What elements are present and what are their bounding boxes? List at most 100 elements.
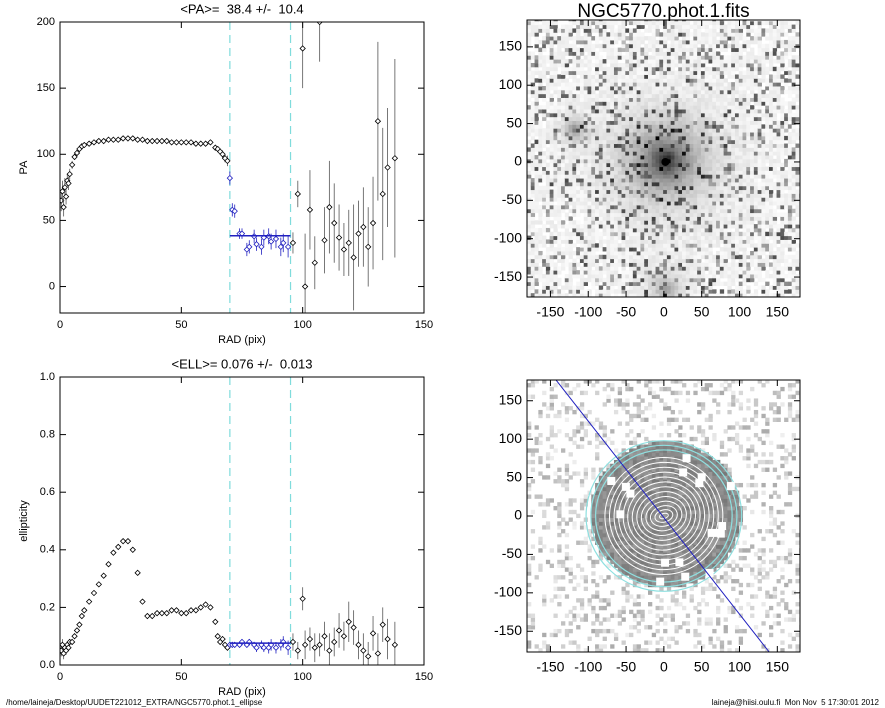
pixel (765, 28, 770, 33)
pixel (765, 158, 770, 164)
data-point (60, 188, 66, 195)
pixel (666, 139, 672, 145)
pixel (693, 193, 698, 198)
pixel (753, 178, 759, 183)
pixel (617, 66, 623, 72)
pixel (655, 62, 660, 68)
pixel (776, 273, 781, 279)
pixel (746, 43, 751, 49)
pixel (727, 85, 732, 91)
pixel (587, 74, 592, 79)
pixel (765, 147, 770, 152)
pixel (564, 285, 570, 290)
pixel (674, 132, 679, 137)
pixel (746, 55, 751, 60)
data-point (158, 137, 166, 145)
pixel (712, 85, 717, 91)
pixel (625, 124, 630, 129)
pixel (746, 254, 751, 260)
pixel (647, 293, 653, 297)
pixel (655, 289, 660, 294)
pixel (693, 85, 698, 91)
pixel (659, 74, 664, 79)
pixel (527, 158, 532, 164)
pixel (734, 62, 740, 68)
pixel (693, 197, 698, 202)
pixel (579, 51, 585, 56)
pixel (549, 285, 554, 290)
pixel (734, 28, 740, 33)
pixel (542, 155, 547, 160)
pixel (587, 28, 592, 33)
pixel (606, 147, 611, 152)
pixel (606, 36, 611, 41)
pixel (530, 262, 536, 267)
pixel (568, 293, 573, 297)
pixel (632, 62, 638, 68)
pixel (738, 170, 744, 175)
pixel (561, 135, 566, 141)
pixel (780, 204, 785, 210)
data-point (284, 243, 292, 251)
pixel (553, 266, 558, 271)
pixel (545, 120, 551, 125)
pixel (617, 128, 623, 133)
pixel (644, 112, 649, 118)
pixel (568, 147, 573, 152)
pixel (576, 93, 581, 98)
pixel (557, 116, 562, 122)
pixel (527, 124, 532, 129)
pixel (708, 36, 713, 41)
pixel (685, 243, 691, 248)
pixel (727, 231, 732, 237)
pixel (576, 158, 581, 164)
data-point (311, 259, 318, 266)
pixel (704, 85, 709, 91)
pixel (587, 85, 592, 91)
pixel (613, 70, 619, 75)
pixel (708, 151, 713, 156)
pixel (750, 124, 755, 129)
pixel (636, 112, 641, 118)
pixel (765, 55, 770, 60)
pixel (583, 270, 588, 275)
pixel (655, 109, 660, 114)
pixel (598, 101, 604, 106)
pixel (670, 162, 675, 168)
pixel (564, 132, 570, 137)
pixel (564, 135, 570, 141)
pixel (621, 78, 626, 83)
pixel (644, 208, 649, 214)
pixel (780, 220, 785, 225)
pixel (542, 132, 547, 137)
pixel (534, 62, 539, 68)
pixel (738, 231, 744, 237)
pixel (595, 227, 600, 233)
pixel (693, 224, 698, 229)
pixel (598, 82, 604, 87)
pixel (693, 78, 698, 83)
pixel (765, 216, 770, 221)
pixel (655, 270, 660, 275)
pixel (557, 201, 562, 206)
pixel (598, 116, 604, 122)
pixel (610, 101, 615, 106)
pixel (530, 143, 536, 148)
pixel (613, 55, 619, 60)
pixel (682, 174, 687, 179)
pixel (742, 216, 747, 221)
pixel (700, 185, 706, 191)
pixel (583, 162, 588, 168)
pixel (746, 235, 751, 240)
pixel (663, 124, 668, 129)
pixel (716, 97, 721, 102)
pixel (553, 254, 558, 260)
pixel (576, 293, 581, 297)
pixel (530, 212, 536, 217)
pixel (606, 201, 611, 206)
pixel (682, 239, 687, 244)
pixel (564, 82, 570, 87)
pixel (674, 24, 679, 29)
pixel (753, 224, 759, 229)
pixel (621, 178, 626, 183)
